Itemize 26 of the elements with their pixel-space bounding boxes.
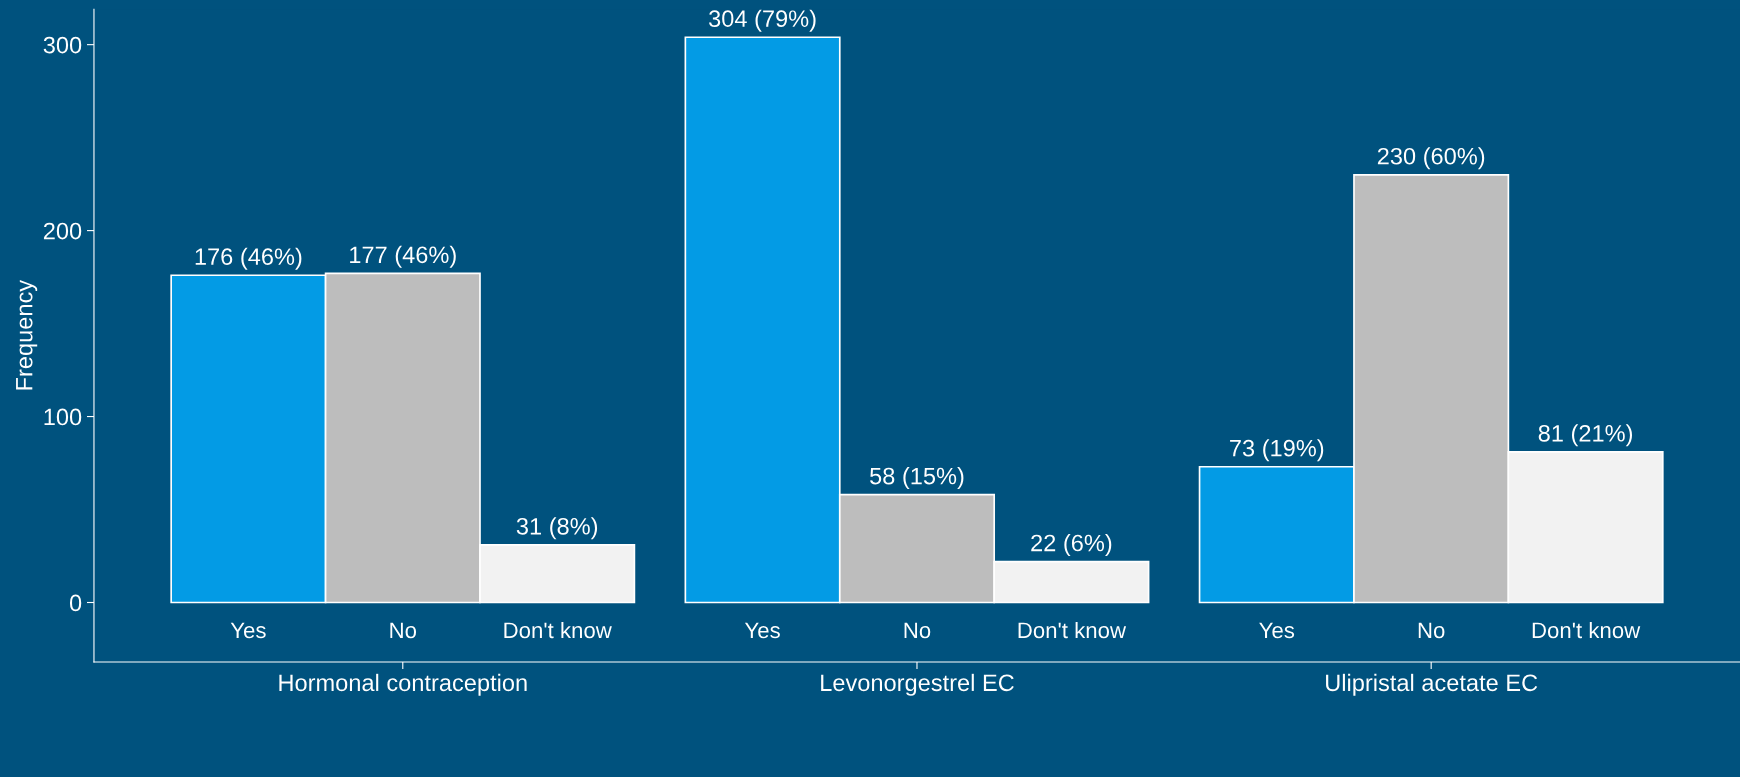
text: Don't know bbox=[1018, 621, 1127, 639]
x-tick-label: Hormonal contraception bbox=[279, 673, 527, 696]
text: No bbox=[904, 622, 931, 639]
y-axis-title: Frequency bbox=[16, 279, 38, 390]
data-label: 304 (79%) bbox=[709, 9, 816, 32]
x-tick-label: Ulipristal acetate EC bbox=[1326, 673, 1538, 696]
data-label: 22 (6%) bbox=[1031, 534, 1112, 557]
series-label: Don't know bbox=[504, 621, 612, 639]
data-label: 73 (19%) bbox=[1230, 439, 1324, 462]
series-label: Yes bbox=[230, 622, 266, 639]
data-label: 230 (60%) bbox=[1377, 147, 1485, 170]
x-tick-label: Levonorgestrel EC bbox=[821, 673, 1014, 696]
data-label: 176 (46%) bbox=[195, 247, 302, 270]
text: No bbox=[1418, 622, 1445, 639]
y-tick-label: 100 bbox=[44, 408, 82, 426]
data-label: 58 (15%) bbox=[870, 467, 964, 490]
text: Yes bbox=[1259, 622, 1295, 639]
y-tick-label: 300 bbox=[43, 36, 82, 54]
y-tick-label: 200 bbox=[43, 222, 82, 240]
data-label: 31 (8%) bbox=[516, 517, 598, 540]
y-tick-label: 0 bbox=[69, 594, 82, 612]
series-label: No bbox=[390, 622, 417, 639]
text: Yes bbox=[744, 622, 780, 639]
text: Don't know bbox=[1532, 621, 1641, 639]
data-label: 81 (21%) bbox=[1538, 424, 1633, 447]
data-label: 177 (46%) bbox=[350, 245, 456, 268]
